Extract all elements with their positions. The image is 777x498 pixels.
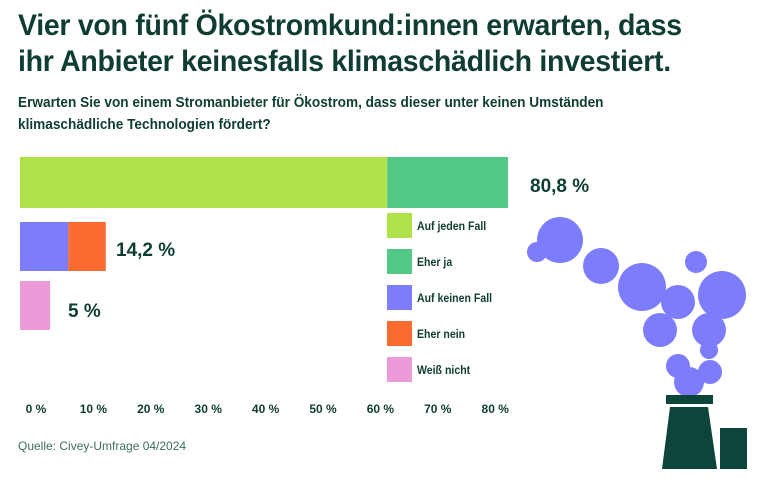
x-tick-label: 60 % bbox=[367, 402, 395, 416]
chimney-cap-icon bbox=[666, 395, 713, 404]
legend-label: Auf jeden Fall bbox=[417, 220, 486, 233]
x-tick-label: 0 % bbox=[26, 402, 47, 416]
bar-total-label: 80,8 % bbox=[530, 176, 589, 197]
legend-swatch bbox=[387, 285, 412, 310]
smoke-cloud-icon bbox=[685, 251, 707, 273]
legend-label: Auf keinen Fall bbox=[417, 292, 492, 305]
smoke-cloud-icon bbox=[537, 217, 583, 263]
subtitle-line: Erwarten Sie von einem Stromanbieter für… bbox=[18, 95, 604, 111]
title-line: Vier von fünf Ökostromkund:innen erwarte… bbox=[18, 9, 682, 42]
smoke-cloud-icon bbox=[527, 242, 547, 262]
bar-segment bbox=[20, 281, 51, 330]
smoke-cloud-icon bbox=[643, 313, 677, 347]
source-note: Quelle: Civey-Umfrage 04/2024 bbox=[18, 439, 187, 453]
bar-total-label: 14,2 % bbox=[116, 240, 175, 261]
legend-label: Eher nein bbox=[417, 328, 465, 341]
smoke-cloud-icon bbox=[583, 248, 619, 284]
bar-segment bbox=[20, 222, 69, 271]
legend-swatch bbox=[387, 213, 412, 238]
title-line: ihr Anbieter keinesfalls klimaschädlich … bbox=[18, 45, 671, 78]
legend-label: Eher ja bbox=[417, 256, 453, 269]
chart-subtitle: Erwarten Sie von einem Stromanbieter für… bbox=[18, 92, 604, 136]
chimney-icon bbox=[662, 407, 717, 469]
x-tick-label: 20 % bbox=[137, 402, 165, 416]
smoke-cloud-icon bbox=[698, 271, 746, 319]
bar-segment bbox=[20, 157, 388, 208]
x-tick-label: 80 % bbox=[482, 402, 510, 416]
subtitle-line: klimaschädliche Technologien fördert? bbox=[18, 117, 271, 133]
legend-swatch bbox=[387, 357, 412, 382]
x-tick-label: 70 % bbox=[424, 402, 452, 416]
x-tick-label: 30 % bbox=[195, 402, 223, 416]
bar-segment bbox=[68, 222, 106, 271]
smoke-cloud-icon bbox=[661, 285, 695, 319]
smoke-cloud-icon bbox=[618, 263, 666, 311]
smoke-cloud-icon bbox=[700, 341, 718, 359]
x-tick-label: 40 % bbox=[252, 402, 280, 416]
x-tick-label: 50 % bbox=[309, 402, 337, 416]
smoke-cloud-icon bbox=[692, 313, 726, 347]
smoke-cloud-icon bbox=[698, 360, 722, 384]
chart-title: Vier von fünf Ökostromkund:innen erwarte… bbox=[18, 8, 682, 80]
x-tick-label: 10 % bbox=[80, 402, 108, 416]
legend-label: Weiß nicht bbox=[417, 364, 470, 377]
legend-swatch bbox=[387, 249, 412, 274]
bar-segment bbox=[387, 157, 509, 208]
factory-building-icon bbox=[720, 428, 747, 469]
bar-total-label: 5 % bbox=[68, 301, 101, 322]
smoke-cloud-icon bbox=[674, 367, 704, 397]
legend-swatch bbox=[387, 321, 412, 346]
